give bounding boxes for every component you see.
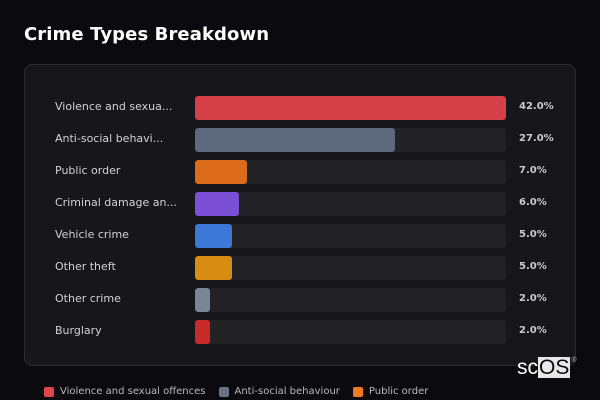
bar-fill[interactable] [195,192,240,216]
bar-value: 5.0% [519,261,547,272]
legend-swatch-icon [218,386,229,397]
bar-label: Burglary [55,324,102,337]
bar-fill[interactable] [195,128,395,152]
legend-item[interactable]: Anti-social behaviour [218,386,340,397]
bar-fill[interactable] [195,160,247,184]
legend-item[interactable]: Violence and sexual offences [44,386,206,397]
bar-row: Other crime 2.0% [25,288,575,312]
bar-row: Violence and sexua... 42.0% [25,96,575,120]
bar-value: 27.0% [519,133,554,144]
bar-label: Other crime [55,292,121,305]
watermark-boxed: OS [538,356,571,379]
bar-row: Vehicle crime 5.0% [25,224,575,248]
bar-value: 7.0% [519,165,547,176]
bar-value: 6.0% [519,197,547,208]
bar-track [195,224,506,248]
bar-row: Anti-social behavi... 27.0% [25,128,575,152]
bar-value: 5.0% [519,229,547,240]
legend-item[interactable]: Public order [352,386,429,397]
bar-value: 2.0% [519,293,547,304]
bar-row: Criminal damage an... 6.0% [25,192,575,216]
bar-fill[interactable] [195,256,233,280]
bar-label: Violence and sexua... [55,100,173,113]
bar-label: Public order [55,164,121,177]
bar-value: 42.0% [519,101,554,112]
bar-track [195,256,506,280]
bar-row: Burglary 2.0% [25,320,575,344]
legend-label: Anti-social behaviour [234,386,340,397]
watermark-prefix: sc [517,356,538,379]
chart-card: Violence and sexua... 42.0% Anti-social be… [24,64,576,366]
bar-track [195,160,506,184]
bar-row: Public order 7.0% [25,160,575,184]
legend-swatch-icon [352,386,363,397]
watermark-logo: sc OS ® [517,357,577,378]
legend-label: Public order [368,386,429,397]
bar-label: Vehicle crime [55,228,129,241]
bar-track [195,192,506,216]
chart-title: Crime Types Breakdown [24,24,270,45]
legend-label: Violence and sexual offences [60,386,206,397]
legend-swatch-icon [44,386,54,397]
bar-track [195,128,506,152]
chart-legend: Violence and sexual offences Anti-social … [44,386,441,397]
bar-fill[interactable] [195,96,506,120]
bar-track [195,288,506,312]
bar-fill[interactable] [195,288,210,312]
bar-label: Anti-social behavi... [55,132,164,145]
bar-fill[interactable] [195,320,210,344]
bar-label: Other theft [55,260,116,273]
bar-value: 2.0% [519,325,547,336]
bar-label: Criminal damage an... [55,196,177,209]
bar-track [195,320,506,344]
registered-mark-icon: ® [571,357,577,364]
bar-fill[interactable] [195,224,233,248]
bar-row: Other theft 5.0% [25,256,575,280]
bar-track [195,96,506,120]
